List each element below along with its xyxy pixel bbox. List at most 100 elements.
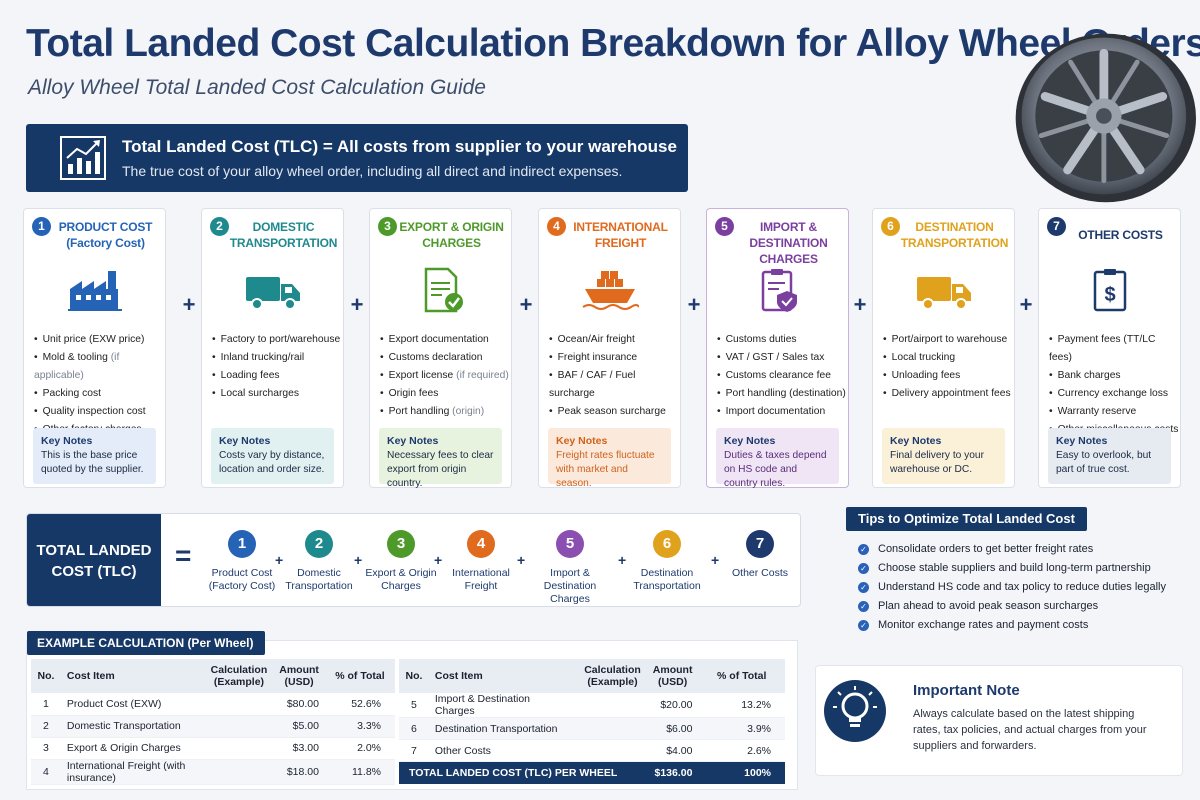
cost-item: Currency exchange loss xyxy=(1049,385,1180,403)
cost-item: Customs clearance fee xyxy=(717,367,846,385)
col-amount: Amount (USD) xyxy=(273,659,325,693)
col-item: Cost Item xyxy=(60,659,205,693)
tlc-step-1: 1 Product Cost (Factory Cost) xyxy=(198,530,286,593)
equals-sign: = xyxy=(175,540,192,571)
key-notes-title: Key Notes xyxy=(890,435,942,447)
key-notes-title: Key Notes xyxy=(41,435,93,447)
step-number: 2 xyxy=(210,217,229,236)
cost-item: Peak season surcharge xyxy=(549,403,680,421)
tip-item: ✓ Plan ahead to avoid peak season surchar… xyxy=(858,597,1186,616)
row-calc xyxy=(204,693,274,716)
step-label: Import & Destination Charges xyxy=(543,567,597,605)
row-amount: $80.00 xyxy=(273,693,325,716)
cost-item: Delivery appointment fees xyxy=(883,385,1011,403)
tlc-step-2: 2 Domestic Transportation xyxy=(275,530,363,593)
example-table-left: No. Cost Item Calculation (Example) Amou… xyxy=(31,659,395,785)
check-circle-icon: ✓ xyxy=(858,563,869,574)
growth-chart-icon xyxy=(60,136,106,180)
step-circle: 4 xyxy=(467,530,495,558)
col-calc: Calculation (Example) xyxy=(204,659,274,693)
cost-item: Local surcharges xyxy=(212,385,340,403)
row-item: Export & Origin Charges xyxy=(60,737,205,760)
note-title: Important Note xyxy=(913,682,1020,699)
tips-heading: Tips to Optimize Total Landed Cost xyxy=(846,507,1087,531)
row-no: 6 xyxy=(399,717,429,740)
cost-item: Inland trucking/rail xyxy=(212,349,340,367)
row-pct: 13.2% xyxy=(698,693,785,718)
row-item: International Freight (with insurance) xyxy=(60,759,205,785)
check-circle-icon: ✓ xyxy=(858,582,869,593)
step-number: 3 xyxy=(378,217,397,236)
col-pct: % of Total xyxy=(324,659,395,693)
key-notes: Key Notes Freight rates fluctuate with ma… xyxy=(548,428,671,489)
card-title: DOMESTIC TRANSPORTATION xyxy=(229,220,338,250)
clipboard-dollar-icon: $ xyxy=(1081,267,1139,313)
step-number: 7 xyxy=(1047,217,1066,236)
cost-item: Factory to port/warehouse xyxy=(212,331,341,349)
col-pct: % of Total xyxy=(698,659,785,693)
step-circle: 3 xyxy=(387,530,415,558)
step-circle: 2 xyxy=(305,530,333,558)
col-amount: Amount (USD) xyxy=(646,659,699,693)
document-check-icon xyxy=(412,267,470,313)
plus-sign: + xyxy=(687,292,701,317)
row-no: 2 xyxy=(31,715,61,738)
step-number: 5 xyxy=(715,217,734,236)
plus-sign: + xyxy=(182,292,196,317)
key-notes-title: Key Notes xyxy=(1056,435,1108,447)
total-label: TOTAL LANDED COST (TLC) PER WHEEL xyxy=(399,761,647,784)
cost-item: Warranty reserve xyxy=(1049,403,1180,421)
plus-sign: + xyxy=(350,292,364,317)
step-label: Export & Origin Charges xyxy=(365,567,437,592)
plus-sign: + xyxy=(618,552,627,568)
cost-item: Freight insurance xyxy=(549,349,680,367)
step-number: 6 xyxy=(881,217,900,236)
key-notes: Key Notes This is the base price quoted b… xyxy=(33,428,156,484)
important-note: Important Note Always calculate based on… xyxy=(815,665,1183,776)
table-row: 4 International Freight (with insurance) $… xyxy=(31,759,395,785)
table-row: 1 Product Cost (EXW) $80.00 52.6% xyxy=(31,693,395,716)
cost-item: Unit price (EXW price) xyxy=(34,331,165,349)
cost-items-list: Factory to port/warehouseInland trucking… xyxy=(212,331,341,403)
col-no: No. xyxy=(31,659,61,693)
tlc-step-3: 3 Export & Origin Charges xyxy=(357,530,445,593)
row-item: Destination Transportation xyxy=(428,717,579,740)
card-title: INTERNATIONAL FREIGHT xyxy=(573,220,668,250)
row-calc xyxy=(578,717,647,740)
step-circle: 7 xyxy=(746,530,774,558)
step-circle: 5 xyxy=(556,530,584,558)
total-amount: $136.00 xyxy=(646,761,699,784)
key-notes: Key Notes Final delivery to your warehous… xyxy=(882,428,1005,484)
tlc-step-6: 6 Destination Transportation xyxy=(623,530,711,593)
tip-item: ✓ Understand HS code and tax policy to re… xyxy=(858,578,1186,597)
key-notes-text: This is the base price quoted by the sup… xyxy=(41,450,144,475)
step-label: Other Costs xyxy=(731,567,789,579)
total-row: TOTAL LANDED COST (TLC) PER WHEEL $136.00… xyxy=(399,761,785,784)
key-notes-text: Necessary fees to clear export from orig… xyxy=(387,450,494,489)
row-no: 7 xyxy=(399,739,429,762)
truck-icon xyxy=(915,267,973,313)
cost-items-list: Port/airport to warehouseLocal truckingU… xyxy=(883,331,1011,403)
card-title: OTHER COSTS xyxy=(1078,228,1163,242)
plus-sign: + xyxy=(711,552,720,568)
row-pct: 52.6% xyxy=(324,693,395,716)
page-subtitle: Alloy Wheel Total Landed Cost Calculatio… xyxy=(28,76,486,99)
step-label: Destination Transportation xyxy=(633,567,701,592)
row-calc xyxy=(578,739,647,762)
row-amount: $5.00 xyxy=(273,715,325,738)
key-notes-title: Key Notes xyxy=(556,435,608,447)
truck-icon xyxy=(244,267,302,313)
row-no: 3 xyxy=(31,737,61,760)
plus-sign: + xyxy=(519,292,533,317)
row-calc xyxy=(578,693,647,718)
cost-items-list: Payment fees (TT/LC fees)Bank chargesCur… xyxy=(1049,331,1180,439)
table-row: 3 Export & Origin Charges $3.00 2.0% xyxy=(31,737,395,760)
col-no: No. xyxy=(399,659,429,693)
cost-item: Port/airport to warehouse xyxy=(883,331,1011,349)
svg-text:$: $ xyxy=(1104,284,1115,306)
tlc-step-7: 7 Other Costs xyxy=(716,530,804,580)
cost-items-list: Unit price (EXW price)Mold & tooling (if… xyxy=(34,331,165,439)
